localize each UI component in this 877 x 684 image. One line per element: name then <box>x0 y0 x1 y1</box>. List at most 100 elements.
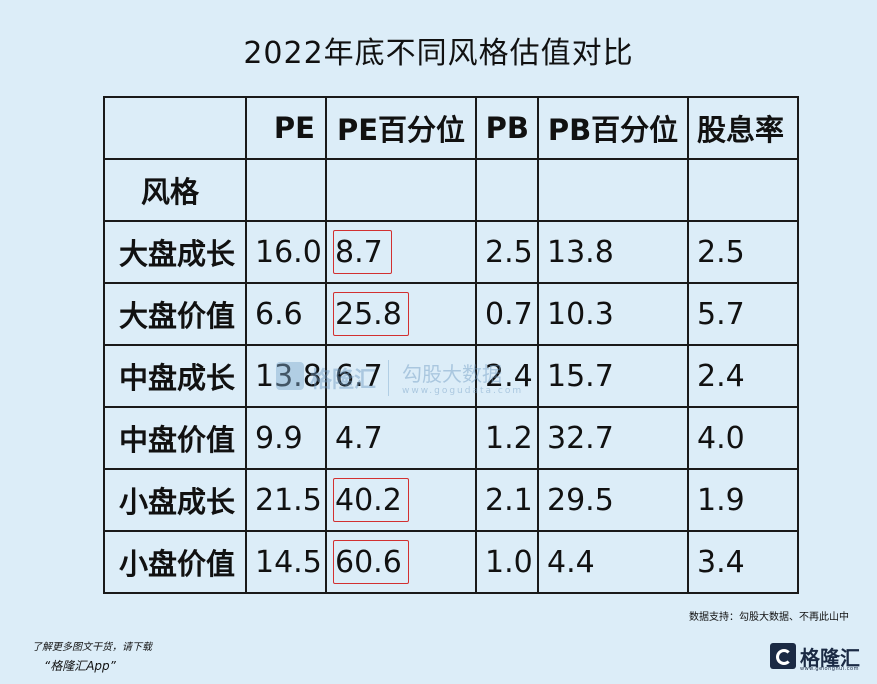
watermark-logo-icon <box>276 362 304 390</box>
cell-value: 6.7 <box>335 358 383 394</box>
table-cell: 1.2 <box>475 406 539 470</box>
table-cell: 4.0 <box>687 406 799 470</box>
table-cell: 13.8 <box>245 344 327 408</box>
empty-cell <box>245 158 327 222</box>
cell-value: 16.0 <box>255 234 322 270</box>
style-header-row: 风格 <box>103 158 799 222</box>
valuation-table: PE PE百分位 PB PB百分位 股息率 风格 大盘成长 16.0 8.7 2.5 1… <box>103 96 799 594</box>
cell-value: 9.9 <box>255 420 303 456</box>
table-cell: 15.7 <box>537 344 689 408</box>
table-row: 中盘价值 9.9 4.7 1.2 32.7 4.0 <box>103 406 799 470</box>
table-cell: 16.0 <box>245 220 327 284</box>
cell-value: 40.2 <box>335 482 402 518</box>
column-header: PB <box>475 96 539 160</box>
cell-value: 2.4 <box>485 358 533 394</box>
table-cell: 13.8 <box>537 220 689 284</box>
cell-value: 1.9 <box>697 482 745 518</box>
row-label: 小盘成长 <box>103 468 247 532</box>
cell-value: 3.4 <box>697 544 745 580</box>
empty-cell <box>475 158 539 222</box>
cell-value: 15.7 <box>547 358 614 394</box>
table-cell: 4.7 <box>325 406 477 470</box>
cell-value: 2.5 <box>485 234 533 270</box>
table-cell: 10.3 <box>537 282 689 346</box>
highlight-box <box>333 230 392 274</box>
row-label: 中盘成长 <box>103 344 247 408</box>
row-label: 大盘成长 <box>103 220 247 284</box>
empty-cell <box>687 158 799 222</box>
brand-g-icon <box>770 643 796 669</box>
cell-value: 0.7 <box>485 296 533 332</box>
promo-line-1: 了解更多图文干货，请下载 <box>32 642 152 653</box>
table-row: 小盘成长 21.5 40.2 2.1 29.5 1.9 <box>103 468 799 532</box>
source-note: 数据支持：勾股大数据、不再此山中 <box>689 612 849 623</box>
row-label: 小盘价值 <box>103 530 247 594</box>
column-header: PB百分位 <box>537 96 689 160</box>
row-label: 大盘价值 <box>103 282 247 346</box>
row-label: 中盘价值 <box>103 406 247 470</box>
cell-value: 21.5 <box>255 482 322 518</box>
table-cell: 2.1 <box>475 468 539 532</box>
cell-value: 10.3 <box>547 296 614 332</box>
cell-value: 2.4 <box>697 358 745 394</box>
table-cell: 60.6 <box>325 530 477 594</box>
cell-value: 2.5 <box>697 234 745 270</box>
promo-line-2: “格隆汇App” <box>44 659 116 673</box>
table-row: 大盘成长 16.0 8.7 2.5 13.8 2.5 <box>103 220 799 284</box>
cell-value: 4.7 <box>335 420 383 456</box>
table-cell: 3.4 <box>687 530 799 594</box>
table-cell: 29.5 <box>537 468 689 532</box>
watermark-divider <box>388 360 389 396</box>
table-cell: 40.2 <box>325 468 477 532</box>
cell-value: 14.5 <box>255 544 322 580</box>
highlight-box <box>333 292 409 336</box>
cell-value: 4.0 <box>697 420 745 456</box>
brand-logo: 格隆汇 www.gelonghui.com <box>770 640 860 674</box>
cell-value: 13.8 <box>255 359 322 394</box>
cell-value: 32.7 <box>547 420 614 456</box>
table-cell: 4.4 <box>537 530 689 594</box>
table-cell: 0.7 <box>475 282 539 346</box>
table-cell: 21.5 <box>245 468 327 532</box>
row-header-label: 风格 <box>103 158 247 222</box>
table-cell: 5.7 <box>687 282 799 346</box>
cell-value: 6.6 <box>255 296 303 332</box>
brand-url: www.gelonghui.com <box>800 666 859 672</box>
brand-name: 格隆汇 <box>800 646 860 670</box>
watermark-url: www.gogudata.com <box>402 386 524 396</box>
table-cell: 2.4 <box>687 344 799 408</box>
table-cell: 14.5 <box>245 530 327 594</box>
header-row: PE PE百分位 PB PB百分位 股息率 <box>103 96 799 160</box>
watermark-sub: 勾股大数据 <box>402 362 502 386</box>
table-cell: 9.9 <box>245 406 327 470</box>
cell-value: 29.5 <box>547 482 614 518</box>
table-cell: 8.7 <box>325 220 477 284</box>
cell-value: 8.7 <box>335 234 383 270</box>
column-header: PE百分位 <box>325 96 477 160</box>
table-cell: 6.6 <box>245 282 327 346</box>
header-corner <box>103 96 247 160</box>
table-cell: 2.5 <box>475 220 539 284</box>
table-cell: 1.0 <box>475 530 539 594</box>
watermark: 格隆汇 勾股大数据 www.gogudata.com <box>276 354 521 404</box>
cell-value: 5.7 <box>697 296 745 332</box>
empty-cell <box>537 158 689 222</box>
table-cell: 1.9 <box>687 468 799 532</box>
table-cell: 2.5 <box>687 220 799 284</box>
column-header: 股息率 <box>687 96 799 160</box>
cell-value: 13.8 <box>547 234 614 270</box>
table-cell: 32.7 <box>537 406 689 470</box>
watermark-name: 格隆汇 <box>310 368 377 393</box>
cell-value: 60.6 <box>335 544 402 580</box>
table-row: 中盘成长13.8 6.7 2.4 15.7 2.4 <box>103 344 799 408</box>
table-cell: 6.7 <box>325 344 477 408</box>
cell-value: 1.2 <box>485 420 533 456</box>
cell-value: 4.4 <box>547 544 595 580</box>
chart-title: 2022年底不同风格估值对比 <box>243 36 634 71</box>
column-header: PE <box>245 96 327 160</box>
table-row: 小盘价值 14.5 60.6 1.0 4.4 3.4 <box>103 530 799 594</box>
table-cell: 2.4 <box>475 344 539 408</box>
cell-value: 2.1 <box>485 482 533 518</box>
highlight-box <box>333 478 409 522</box>
table-row: 大盘价值 6.6 25.8 0.7 10.3 5.7 <box>103 282 799 346</box>
